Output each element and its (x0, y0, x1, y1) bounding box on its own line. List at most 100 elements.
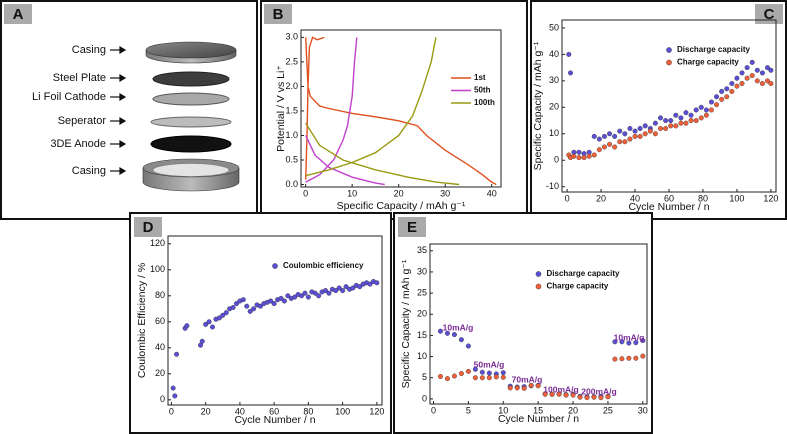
letter-box (264, 4, 292, 24)
legend-label: 1st (474, 73, 486, 82)
point (768, 67, 774, 73)
point (591, 133, 597, 139)
point (316, 293, 322, 299)
y-tick-label: 100 (150, 264, 165, 274)
point (451, 373, 457, 379)
x-tick-label: 20 (394, 188, 404, 198)
point (598, 395, 604, 401)
panel-letter: E (407, 219, 417, 236)
point (612, 356, 618, 362)
point (486, 370, 492, 376)
panel-letter: B (273, 6, 284, 23)
point (749, 59, 755, 65)
point (514, 385, 520, 391)
x-tick-label: 10 (498, 405, 508, 415)
x-axis-label: Cycle Number / n (498, 413, 579, 425)
x-tick-label: 40 (487, 188, 497, 198)
point (576, 155, 582, 161)
point (647, 128, 653, 134)
y-tick-label: 10 (417, 351, 427, 361)
point (632, 133, 638, 139)
point (591, 394, 597, 400)
point (642, 123, 648, 129)
point (458, 337, 464, 343)
point (451, 332, 457, 338)
point (240, 297, 246, 303)
layer-label: 3DE Anode (50, 138, 106, 150)
point (486, 375, 492, 381)
point (744, 75, 750, 81)
point (556, 391, 562, 397)
point (271, 301, 277, 307)
x-tick-label: 20 (568, 405, 578, 415)
point (343, 284, 349, 290)
annotation: 10mA/g (443, 322, 474, 332)
legend-label: 100th (474, 98, 495, 107)
y-tick-label: 120 (150, 238, 165, 248)
point (724, 94, 730, 100)
panel-letter: D (143, 219, 154, 236)
point (683, 110, 689, 116)
x-tick-label: 5 (466, 405, 471, 415)
point (724, 86, 730, 92)
point (571, 153, 577, 159)
point (535, 383, 541, 389)
point (622, 131, 628, 137)
point (678, 115, 684, 121)
point (714, 94, 720, 100)
point (626, 340, 632, 346)
point (612, 339, 618, 345)
point (601, 144, 607, 150)
x-tick-label: 15 (533, 405, 543, 415)
y-tick-label: 60 (155, 316, 165, 326)
point (633, 355, 639, 361)
layer-label: Li Foil Cathode (32, 91, 106, 103)
point (678, 120, 684, 126)
point (199, 338, 205, 344)
annotation: 10mA/g (614, 332, 645, 342)
point (591, 152, 597, 158)
letter-box (4, 4, 32, 24)
legend-marker (535, 271, 542, 277)
y-tick-label: 20 (549, 102, 559, 112)
point (302, 290, 308, 296)
point (223, 310, 229, 316)
point (617, 128, 623, 134)
point (563, 392, 569, 398)
point (596, 136, 602, 142)
point (607, 141, 613, 147)
annotation: 50mA/g (474, 359, 505, 369)
y-axis-label: Potential / V vs Li⁺ (275, 65, 287, 152)
point (729, 88, 735, 94)
point (734, 75, 740, 81)
y-tick-label: 0 (554, 155, 559, 165)
y-tick-label: 0.5 (285, 154, 298, 164)
point (278, 295, 284, 301)
y-tick-label: 25 (417, 287, 427, 297)
point (172, 393, 178, 399)
point (374, 280, 380, 286)
point (292, 294, 298, 300)
x-tick-label: 0 (303, 188, 308, 198)
point (719, 96, 725, 102)
y-tick-label: 10 (549, 128, 559, 138)
point (367, 281, 373, 287)
x-tick-label: 60 (269, 406, 279, 416)
legend-label: Charge capacity (677, 58, 739, 67)
point (688, 112, 694, 118)
point (668, 123, 674, 129)
x-tick-label: 80 (698, 193, 708, 203)
point (586, 153, 592, 159)
panel-frame (260, 0, 528, 220)
point (465, 343, 471, 349)
point (210, 324, 216, 330)
plot-frame (300, 29, 502, 188)
panel-letter: C (764, 6, 775, 23)
x-tick-label: 0 (431, 405, 436, 415)
point (739, 70, 745, 76)
point (652, 120, 658, 126)
y-tick-label: 30 (549, 75, 559, 85)
point (622, 139, 628, 145)
point (652, 131, 658, 137)
line (305, 36, 497, 186)
